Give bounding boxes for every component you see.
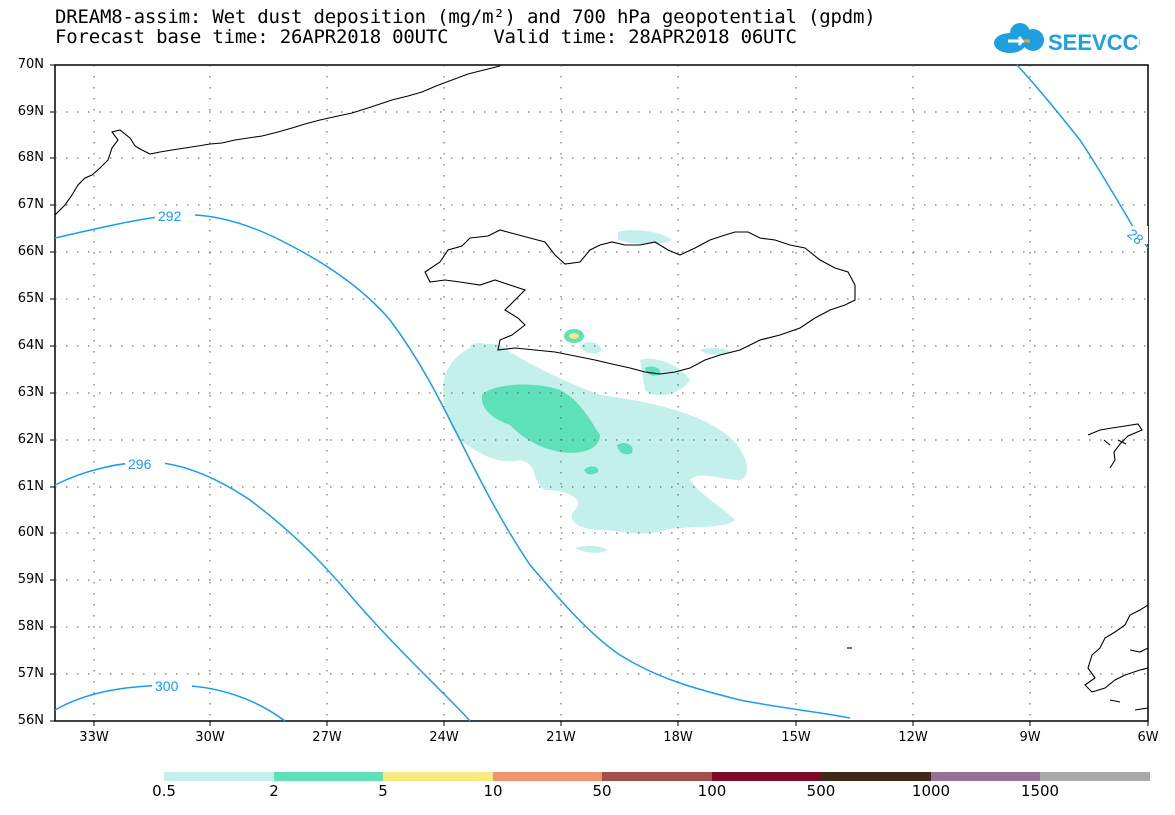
colorbar-swatch [493, 772, 602, 781]
dust-patch-medium-a [617, 442, 633, 455]
dust-patch-far-south [575, 545, 608, 553]
dust-area-medium-main [481, 384, 600, 453]
colorbar-label: 1000 [911, 782, 951, 800]
lon-label: 9W [1019, 730, 1041, 745]
dust-patch-medium-b [584, 466, 599, 475]
greenland-coast [54, 65, 501, 216]
contour-labels: 292 296 300 28 [125, 206, 1148, 694]
axis-ticks [50, 64, 1149, 726]
colorbar-swatch [164, 772, 274, 781]
grid-lines [55, 65, 1148, 721]
lat-label: 57N [17, 666, 44, 681]
contour-292 [54, 213, 851, 719]
contour-label-292: 292 [158, 208, 182, 224]
scotland-coast [1084, 604, 1149, 711]
colorbar-swatch [1040, 772, 1150, 781]
dust-patch-east-coast [700, 347, 732, 355]
colorbar-swatch [383, 772, 493, 781]
colorbar-swatch [602, 772, 712, 781]
dust-patch-north-interior [580, 342, 601, 354]
lat-label: 68N [17, 150, 44, 165]
lon-label: 24W [429, 730, 459, 745]
colorbar-label: 5 [378, 782, 388, 800]
logo-text: SEEVCCC [1048, 30, 1140, 55]
lat-label: 56N [17, 713, 44, 728]
colorbar-swatch [821, 772, 931, 781]
lat-label: 64N [17, 338, 44, 353]
lon-label: 6W [1137, 730, 1159, 745]
contour-28x [1016, 64, 1149, 249]
lat-label: 58N [17, 619, 44, 634]
map-subtitle: Forecast base time: 26APR2018 00UTC Vali… [55, 26, 797, 48]
colorbar-label: 1500 [1020, 782, 1060, 800]
lat-label: 69N [17, 104, 44, 119]
iceland-coast [424, 229, 856, 375]
lon-label: 21W [546, 730, 576, 745]
lat-label: 63N [17, 385, 44, 400]
contour-label-300: 300 [155, 678, 179, 694]
lon-label: 18W [663, 730, 693, 745]
cloud-icon [994, 23, 1044, 53]
lat-label: 66N [17, 244, 44, 259]
lat-label: 62N [17, 432, 44, 447]
colorbar-label: 100 [697, 782, 727, 800]
lon-label: 27W [312, 730, 342, 745]
colorbar-swatch [274, 772, 383, 781]
colorbar-label: 2 [269, 782, 279, 800]
dust-deposition-layer [443, 230, 748, 553]
seevccc-logo: SEEVCCC [994, 23, 1140, 55]
map-title: DREAM8-assim: Wet dust deposition (mg/m²… [55, 6, 876, 28]
lat-label: 67N [17, 197, 44, 212]
lon-label: 15W [781, 730, 811, 745]
colorbar-label: 50 [592, 782, 612, 800]
lat-label: 60N [17, 525, 44, 540]
colorbar-label: 0.5 [152, 782, 176, 800]
plot-frame [54, 64, 1149, 722]
colorbar-label: 500 [806, 782, 836, 800]
faroe-islands [1087, 423, 1143, 469]
lon-label: 33W [79, 730, 109, 745]
lat-label: 70N [17, 57, 44, 72]
contour-label-296: 296 [128, 456, 152, 472]
contour-296 [54, 461, 471, 722]
lat-label: 61N [17, 479, 44, 494]
dust-area-light-west [470, 343, 495, 359]
dust-area-light-coast [640, 358, 690, 396]
dust-hotspot-high [569, 333, 579, 339]
colorbar-label: 10 [483, 782, 503, 800]
dust-area-light-north [618, 230, 672, 245]
lat-label: 59N [17, 572, 44, 587]
colorbar-swatch [712, 772, 821, 781]
colorbar-swatch [931, 772, 1040, 781]
coastlines [54, 65, 1149, 711]
geopotential-contours [54, 64, 1149, 722]
lon-label: 30W [195, 730, 225, 745]
lon-label: 12W [898, 730, 928, 745]
lat-label: 65N [17, 291, 44, 306]
